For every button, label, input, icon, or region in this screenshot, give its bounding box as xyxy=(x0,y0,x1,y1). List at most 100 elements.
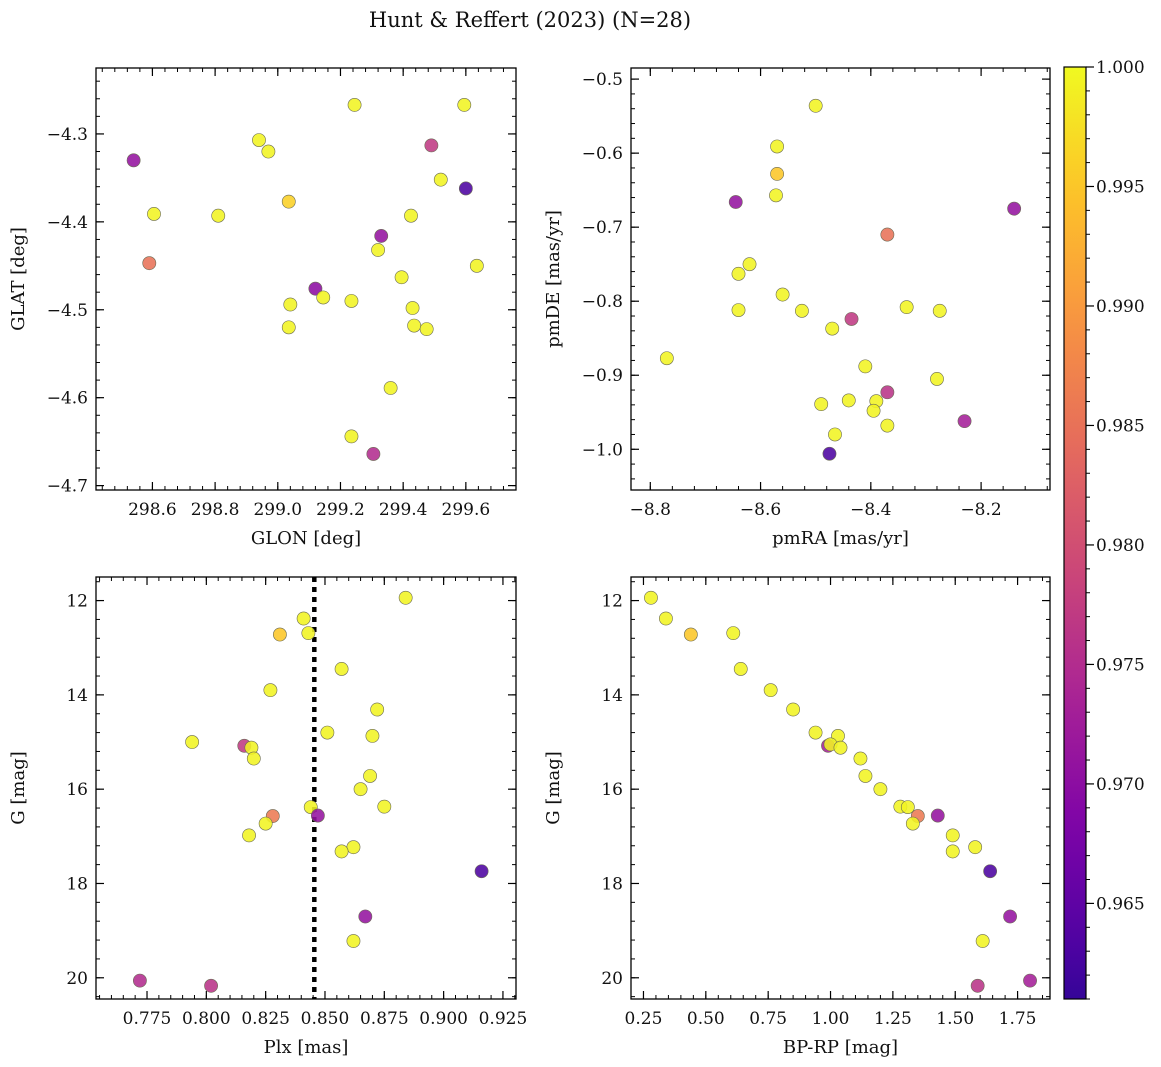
x-tick-label: 299.4 xyxy=(379,500,428,520)
scatter-points xyxy=(132,590,489,993)
scatter-point xyxy=(301,626,316,641)
x-tick-label: 299.0 xyxy=(253,500,302,520)
x-tick-label: 299.6 xyxy=(442,500,491,520)
scatter-point xyxy=(363,769,377,783)
scatter-point xyxy=(404,208,418,223)
scatter-point xyxy=(419,322,434,337)
x-tick-label: 1.00 xyxy=(812,1009,850,1029)
scatter-point xyxy=(822,446,837,461)
y-axis-label: pmDE [mas/yr] xyxy=(543,210,564,348)
scatter-point xyxy=(320,725,335,740)
scatter-point xyxy=(469,258,484,273)
scatter-point xyxy=(377,799,392,814)
scatter-point xyxy=(346,840,361,855)
scatter-point xyxy=(474,864,489,879)
scatter-point xyxy=(808,725,823,740)
scatter-point xyxy=(281,194,296,209)
scatter-point xyxy=(132,973,147,988)
y-tick-label: −0.5 xyxy=(582,70,623,90)
colorbar-tick-label: 0.980 xyxy=(1096,536,1145,556)
scatter-point xyxy=(726,626,741,641)
scatter-point xyxy=(905,816,920,831)
scatter-point xyxy=(880,227,895,242)
scatter-point xyxy=(769,188,783,203)
scatter-point xyxy=(983,864,998,879)
x-tick-label: 0.850 xyxy=(301,1009,350,1029)
scatter-point xyxy=(272,627,287,642)
scatter-point xyxy=(394,270,409,285)
scatter-panel-2: −8.8 −8.6 −8.4 −8.2 −0.5 −0.6 −0.7 −0.8 −0.9 −1.0… xyxy=(543,67,1051,549)
scatter-point xyxy=(858,769,873,783)
x-tick-label: 0.75 xyxy=(749,1009,787,1029)
scatter-point xyxy=(795,303,809,318)
panels: 298.6 298.8 299.0 299.2 299.4 299.6 −4.3 −4.4 −4… xyxy=(8,67,1051,1058)
colorbar-tick-label: 0.985 xyxy=(1096,416,1145,436)
x-tick-label: 0.25 xyxy=(625,1009,663,1029)
scatter-point xyxy=(296,611,311,626)
scatter-point xyxy=(841,393,856,408)
scatter-point xyxy=(374,229,389,243)
scatter-point xyxy=(1007,201,1022,216)
scatter-point xyxy=(828,427,842,442)
ticks xyxy=(96,577,516,999)
scatter-point xyxy=(659,351,674,366)
y-tick-label: 20 xyxy=(66,969,88,989)
x-tick-label: 0.825 xyxy=(241,1009,290,1029)
x-tick-label: −8.6 xyxy=(740,500,781,520)
scatter-point xyxy=(252,133,266,147)
scatter-points xyxy=(659,98,1022,461)
scatter-point xyxy=(347,98,362,112)
colorbar-tick-label: 0.990 xyxy=(1096,297,1145,317)
scatter-point xyxy=(1003,909,1017,924)
colorbar: 0.965 0.970 0.975 0.980 0.985 0.990 0.995 1.000 xyxy=(1063,58,1145,1000)
scatter-point xyxy=(370,702,385,717)
x-axis-label: BP-RP [mag] xyxy=(783,1037,898,1058)
colorbar-tick-label: 0.995 xyxy=(1096,177,1145,197)
scatter-point xyxy=(770,139,784,154)
scatter-point xyxy=(353,782,368,797)
y-axis-label: G [mag] xyxy=(543,751,564,824)
scatter-point xyxy=(142,256,157,271)
scatter-point xyxy=(833,740,848,755)
scatter-point xyxy=(457,98,472,112)
scatter-point xyxy=(742,257,757,272)
scatter-point xyxy=(763,683,778,698)
scatter-point xyxy=(644,590,658,605)
y-axis-label: GLAT [deg] xyxy=(8,227,29,331)
plot-frame xyxy=(95,67,517,491)
scatter-point xyxy=(211,208,226,223)
y-tick-label: 14 xyxy=(66,686,88,706)
scatter-point xyxy=(366,447,381,461)
x-tick-label: 0.50 xyxy=(687,1009,725,1029)
x-tick-label: 1.50 xyxy=(936,1009,974,1029)
scatter-point xyxy=(258,816,273,831)
scatter-point xyxy=(880,418,895,433)
y-tick-label: 14 xyxy=(601,686,623,706)
scatter-point xyxy=(930,808,945,823)
scatter-point xyxy=(398,590,413,605)
y-tick-label: −4.5 xyxy=(47,301,88,321)
scatter-point xyxy=(308,281,323,296)
y-tick-label: 16 xyxy=(66,780,88,800)
scatter-point xyxy=(975,934,990,948)
plot-frame xyxy=(630,67,1051,491)
scatter-point xyxy=(407,318,422,333)
scatter-point xyxy=(770,166,784,181)
scatter-point xyxy=(204,978,218,993)
x-tick-label: 0.900 xyxy=(419,1009,468,1029)
x-axis-label: GLON [deg] xyxy=(251,528,361,549)
scatter-point xyxy=(346,934,361,948)
colorbar-tick-label: 0.975 xyxy=(1096,655,1145,675)
scatter-point xyxy=(147,207,161,221)
y-tick-label: 20 xyxy=(601,969,623,989)
colorbar-tick-label: 0.970 xyxy=(1096,775,1145,795)
scatter-point xyxy=(932,303,947,318)
scatter-points xyxy=(126,98,484,461)
colorbar-gradient xyxy=(1063,66,1087,1000)
scatter-point xyxy=(281,320,296,335)
scatter-point xyxy=(358,909,373,924)
x-tick-label: −8.4 xyxy=(850,500,891,520)
scatter-point xyxy=(261,144,276,159)
scatter-point xyxy=(126,153,141,168)
scatter-point xyxy=(344,294,359,308)
